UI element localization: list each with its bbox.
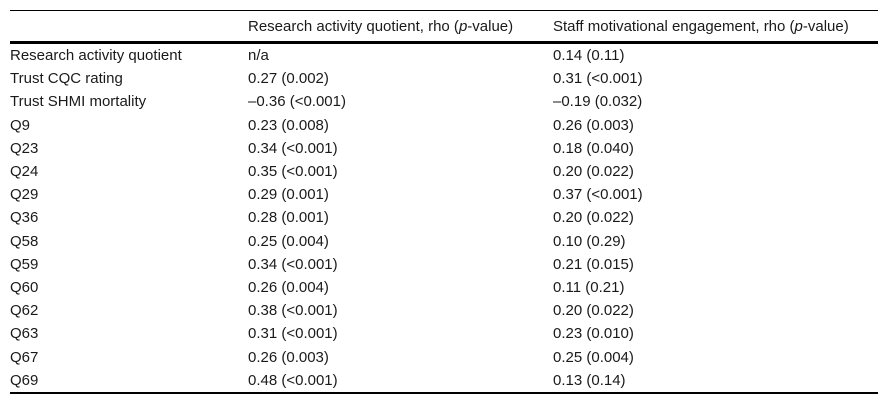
row-label-cell: Q29 (10, 186, 39, 204)
raq-value-cell: 0.27 (0.002) (248, 70, 329, 88)
sme-value-cell: 0.26 (0.003) (553, 116, 634, 134)
table-row: Q9 0.23 (0.008) 0.26 (0.003) (10, 114, 878, 137)
header-sme-suffix: -value) (802, 17, 849, 35)
raq-value-cell: 0.26 (0.004) (248, 278, 329, 296)
row-label-cell: Q58 (10, 232, 39, 250)
row-label-cell: Trust CQC rating (10, 70, 123, 88)
row-label-cell: Q62 (10, 302, 39, 320)
header-row: Research activity quotient, rho (p-value… (10, 10, 878, 44)
sme-value-cell: 0.14 (0.11) (553, 47, 625, 65)
table-row: Q36 0.28 (0.001) 0.20 (0.022) (10, 206, 878, 229)
raq-value-cell: 0.23 (0.008) (248, 116, 329, 134)
sme-value-cell: 0.11 (0.21) (553, 278, 625, 296)
header-raq-italic-p: p (458, 17, 468, 35)
row-label-cell: Q9 (10, 116, 31, 134)
raq-value-cell: 0.34 (<0.001) (248, 255, 338, 273)
sme-value-cell: 0.13 (0.14) (553, 371, 626, 389)
raq-value-cell: 0.38 (<0.001) (248, 302, 338, 320)
table-row: Q58 0.25 (0.004) 0.10 (0.29) (10, 230, 878, 253)
sme-value-cell: 0.25 (0.004) (553, 348, 634, 366)
row-label-cell: Q69 (10, 371, 39, 389)
sme-value-cell: 0.20 (0.022) (553, 163, 634, 181)
correlation-table-container: Research activity quotient, rho (p-value… (10, 10, 878, 394)
table-row: Q62 0.38 (<0.001) 0.20 (0.022) (10, 299, 878, 322)
header-raq-cell: Research activity quotient, rho (p-value… (248, 10, 553, 44)
row-label-cell: Research activity quotient (10, 47, 182, 65)
raq-value-cell: 0.26 (0.003) (248, 348, 329, 366)
row-label-cell: Q63 (10, 325, 39, 343)
sme-value-cell: –0.19 (0.032) (553, 93, 643, 111)
sme-value-cell: 0.21 (0.015) (553, 255, 634, 273)
row-label-cell: Q24 (10, 163, 39, 181)
table-row: Q69 0.48 (<0.001) 0.13 (0.14) (10, 369, 878, 393)
row-label-cell: Q23 (10, 139, 39, 157)
raq-value-cell: –0.36 (<0.001) (248, 93, 346, 111)
row-label-cell: Q59 (10, 255, 39, 273)
sme-value-cell: 0.37 (<0.001) (553, 186, 643, 204)
header-sme-prefix: Staff motivational engagement, rho ( (553, 17, 795, 35)
table-row: Q23 0.34 (<0.001) 0.18 (0.040) (10, 137, 878, 160)
table-body: Research activity quotient n/a 0.14 (0.1… (10, 43, 878, 393)
raq-value-cell: 0.34 (<0.001) (248, 139, 338, 157)
header-sme-cell: Staff motivational engagement, rho (p-va… (553, 10, 878, 44)
raq-value-cell: 0.29 (0.001) (248, 186, 329, 204)
table-row: Q60 0.26 (0.004) 0.11 (0.21) (10, 276, 878, 299)
table-header: Research activity quotient, rho (p-value… (10, 10, 878, 44)
correlation-table: Research activity quotient, rho (p-value… (10, 10, 878, 394)
row-label-cell: Q36 (10, 209, 39, 227)
header-sme-italic-p: p (794, 17, 803, 35)
table-row: Research activity quotient n/a 0.14 (0.1… (10, 43, 878, 68)
raq-value-cell: 0.35 (<0.001) (248, 163, 338, 181)
header-raq-prefix: Research activity quotient, rho ( (248, 17, 459, 35)
sme-value-cell: 0.20 (0.022) (553, 302, 634, 320)
sme-value-cell: 0.23 (0.010) (553, 325, 634, 343)
header-raq-suffix: -value) (467, 17, 514, 35)
table-row: Trust CQC rating 0.27 (0.002) 0.31 (<0.0… (10, 67, 878, 90)
table-row: Q63 0.31 (<0.001) 0.23 (0.010) (10, 322, 878, 345)
row-label-cell: Q60 (10, 278, 39, 296)
row-label-cell: Q67 (10, 348, 39, 366)
table-row: Q67 0.26 (0.003) 0.25 (0.004) (10, 345, 878, 368)
raq-value-cell: 0.25 (0.004) (248, 232, 329, 250)
sme-value-cell: 0.10 (0.29) (553, 232, 626, 250)
table-row: Q29 0.29 (0.001) 0.37 (<0.001) (10, 183, 878, 206)
table-row: Trust SHMI mortality –0.36 (<0.001) –0.1… (10, 90, 878, 113)
raq-value-cell: 0.28 (0.001) (248, 209, 329, 227)
header-blank-cell (10, 10, 248, 44)
table-row: Q24 0.35 (<0.001) 0.20 (0.022) (10, 160, 878, 183)
raq-value-cell: 0.48 (<0.001) (248, 371, 338, 389)
sme-value-cell: 0.20 (0.022) (553, 209, 634, 227)
row-label-cell: Trust SHMI mortality (10, 93, 147, 111)
raq-value-cell: 0.31 (<0.001) (248, 325, 338, 343)
sme-value-cell: 0.18 (0.040) (553, 139, 634, 157)
raq-value-cell: n/a (248, 47, 269, 65)
sme-value-cell: 0.31 (<0.001) (553, 70, 643, 88)
table-row: Q59 0.34 (<0.001) 0.21 (0.015) (10, 253, 878, 276)
